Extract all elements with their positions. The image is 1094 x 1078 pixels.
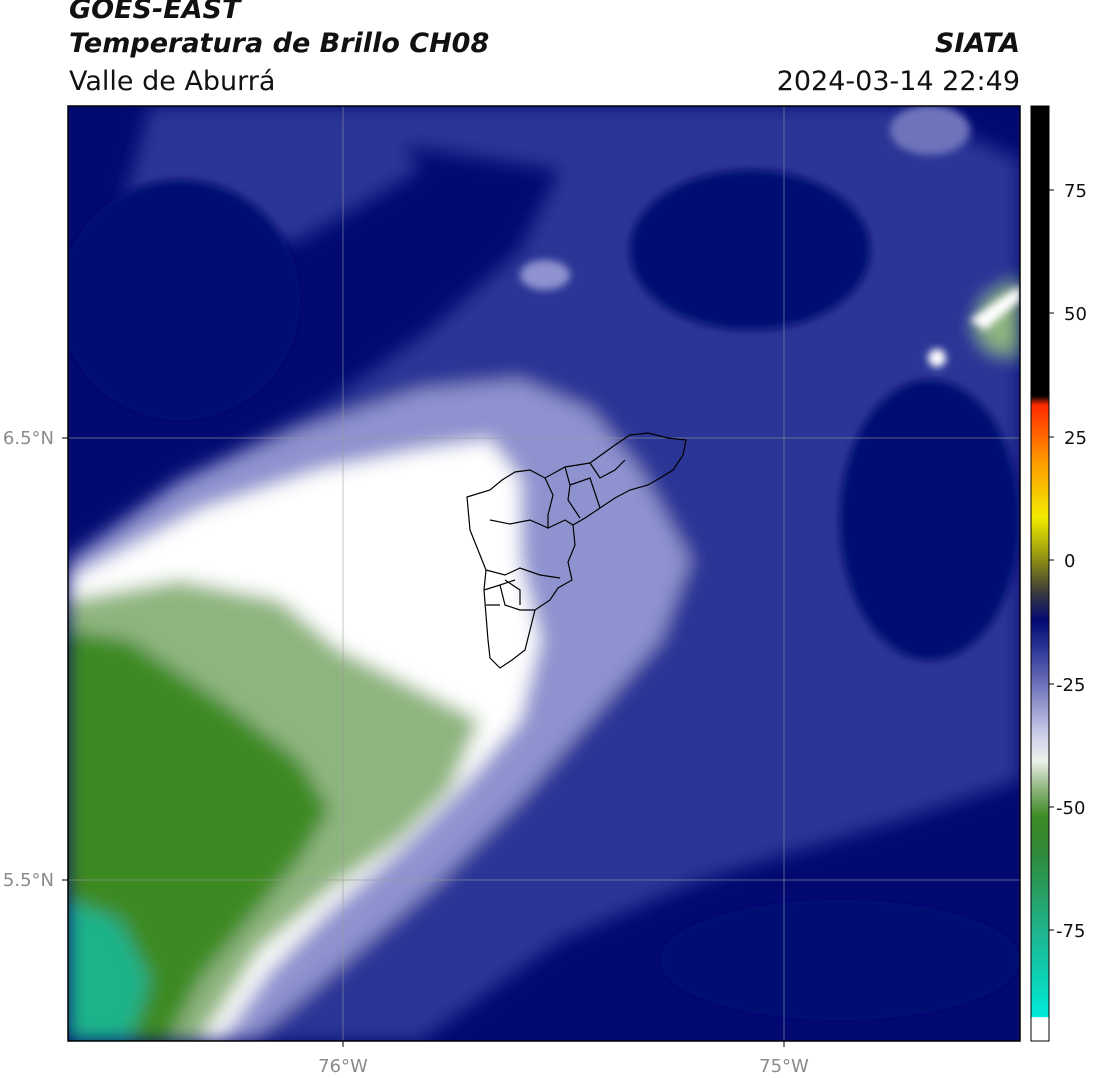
longitude-axis: 76°W 75°W [318, 1041, 809, 1077]
temperature-field [68, 106, 1020, 1041]
map-frame [67, 105, 1021, 1042]
boundary-inner-north [544, 459, 626, 529]
brand-label: SIATA [934, 28, 1020, 59]
deep-navy-patch-east [840, 380, 1020, 660]
white-rim-east [970, 285, 1020, 330]
datetime-label: 2024-03-14 22:49 [776, 66, 1020, 97]
lavender-highlight-north [520, 260, 570, 290]
colorbar: 75 50 25 0 -25 -50 -75 [1030, 105, 1087, 1042]
deep-navy-patch-west [68, 180, 300, 420]
lat-label-6-5: 6.5°N [3, 428, 54, 449]
cb-label-minus-50: -50 [1056, 798, 1085, 819]
colorbar-ramp [1030, 105, 1050, 1042]
latitude-axis: 6.5°N 5.5°N [3, 428, 68, 891]
cb-label-minus-75: -75 [1056, 921, 1085, 942]
satellite-title: GOES-EAST [69, 0, 241, 25]
lat-label-5-5: 5.5°N [3, 870, 54, 891]
cb-label-minus-25: -25 [1056, 675, 1085, 696]
graticule [68, 106, 1020, 1041]
teal-patch [68, 900, 150, 1041]
cb-label-75: 75 [1064, 181, 1087, 202]
product-title: Temperatura de Brillo CH08 [69, 28, 490, 59]
boundary-outline [466, 432, 687, 669]
cb-label-25: 25 [1064, 428, 1087, 449]
deep-navy-patch-southeast [660, 900, 1020, 1020]
municipal-boundaries [466, 432, 687, 669]
cb-label-0: 0 [1064, 551, 1075, 572]
lon-label-75w: 75°W [759, 1056, 809, 1077]
lon-label-76w: 76°W [318, 1056, 368, 1077]
boundary-inner-center [483, 519, 561, 611]
cb-label-50: 50 [1064, 304, 1087, 325]
region-subtitle: Valle de Aburrá [69, 66, 276, 97]
lavender-highlight-northeast [890, 106, 970, 155]
deep-navy-patch-north [630, 170, 870, 330]
dark-green-band [68, 630, 330, 1041]
white-spot-east [928, 349, 946, 367]
